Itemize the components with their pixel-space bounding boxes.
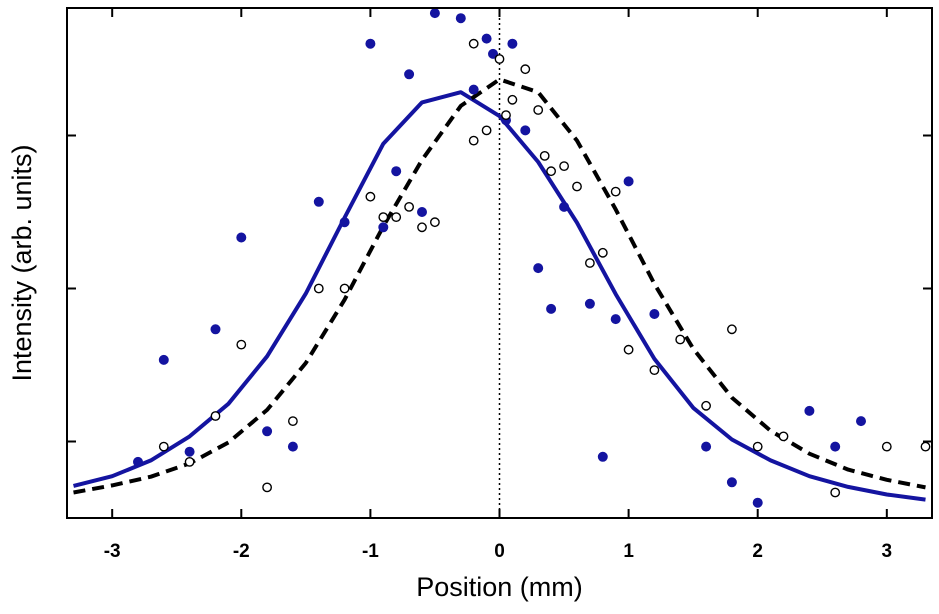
filled-data-point <box>804 405 815 416</box>
open-data-point <box>830 487 841 498</box>
x-tick-label: 1 <box>623 541 634 562</box>
open-data-point <box>533 105 544 115</box>
open-data-point <box>585 258 595 268</box>
filled-data-point <box>404 69 415 80</box>
open-data-point <box>468 38 479 49</box>
filled-data-point <box>132 456 143 467</box>
open-data-point <box>236 339 247 350</box>
filled-data-point <box>429 8 440 19</box>
filled-data-point <box>287 441 298 452</box>
open-data-point <box>501 110 511 121</box>
open-data-point <box>546 166 556 177</box>
open-data-point <box>623 344 634 355</box>
x-axis-title: Position (mm) <box>416 572 583 602</box>
filled-data-point <box>520 125 531 136</box>
open-data-point <box>210 411 221 421</box>
plot-area <box>69 8 931 527</box>
open-data-point <box>468 135 479 146</box>
y-axis-title: Intensity (arb. units) <box>7 144 37 381</box>
filled-data-point <box>752 497 763 508</box>
open-data-point <box>429 217 440 228</box>
filled-data-point <box>481 33 492 44</box>
filled-data-point <box>726 477 737 488</box>
open-data-point <box>339 283 350 294</box>
open-data-point <box>184 456 195 467</box>
open-data-point <box>313 283 324 294</box>
filled-data-point <box>365 38 376 49</box>
open-data-point <box>597 247 608 258</box>
filled-data-point <box>339 217 350 228</box>
open-data-point <box>675 334 686 345</box>
plot-content <box>69 8 931 527</box>
axis-ticks: -3 -2 -1 0 1 2 3 <box>67 8 932 562</box>
open-data-point <box>417 222 427 233</box>
open-data-point <box>262 482 272 493</box>
x-tick-label: 2 <box>752 541 763 562</box>
open-data-point <box>520 64 531 75</box>
filled-data-point <box>455 13 466 24</box>
filled-data-point <box>184 446 195 457</box>
open-data-point <box>649 365 660 375</box>
x-tick-label: -1 <box>362 541 379 562</box>
open-data-point <box>158 441 169 452</box>
filled-data-point <box>378 222 389 233</box>
filled-data-point <box>559 201 570 212</box>
open-data-point <box>69 519 77 527</box>
open-data-point <box>727 324 737 335</box>
filled-data-point <box>597 451 608 462</box>
filled-data-point <box>830 441 841 452</box>
filled-data-point <box>158 354 169 365</box>
open-data-point <box>391 212 402 223</box>
x-tick-label: 0 <box>494 541 505 562</box>
open-data-point <box>539 150 550 161</box>
open-data-point <box>559 161 569 172</box>
filled-data-point <box>487 48 498 59</box>
filled-data-point <box>546 303 557 314</box>
open-data-point <box>134 519 142 527</box>
open-data-point <box>404 201 414 212</box>
open-data-point <box>287 416 298 426</box>
open-data-point <box>507 94 518 105</box>
fit-line-dashed <box>73 77 926 495</box>
filled-data-point <box>856 416 867 427</box>
open-data-point <box>378 212 389 223</box>
open-data-point <box>881 441 892 452</box>
filled-data-point <box>313 196 324 207</box>
open-data-point <box>778 431 789 442</box>
open-data-point <box>572 181 582 192</box>
open-data-point <box>610 186 621 197</box>
open-data-point <box>752 441 763 452</box>
open-data-point <box>494 54 505 64</box>
filled-data-point <box>623 176 634 187</box>
filled-data-point <box>416 206 427 217</box>
x-tick-label: 3 <box>882 541 893 562</box>
filled-data-point <box>533 263 544 274</box>
filled-data-point <box>649 308 660 319</box>
filled-data-point <box>236 232 247 243</box>
x-tick-label: -2 <box>233 541 250 562</box>
open-data-point <box>701 400 711 411</box>
filled-data-point <box>701 441 712 452</box>
filled-data-point <box>468 84 479 95</box>
filled-data-point <box>507 38 518 49</box>
filled-data-point <box>262 426 273 437</box>
filled-data-point <box>210 324 221 335</box>
open-data-point <box>365 191 376 202</box>
filled-data-point <box>610 314 621 325</box>
filled-data-point <box>584 298 595 309</box>
filled-data-point <box>391 166 402 177</box>
x-tick-label: -3 <box>104 541 121 562</box>
open-data-point <box>920 441 931 452</box>
open-data-point <box>481 125 492 136</box>
